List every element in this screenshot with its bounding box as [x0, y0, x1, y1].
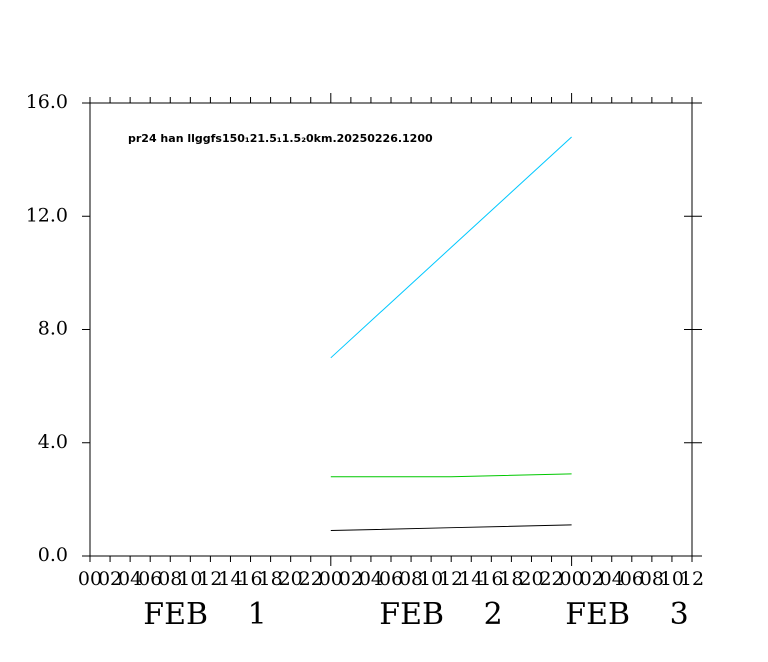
x-tick-label: 10 — [660, 568, 684, 590]
x-tick-label: 00 — [319, 568, 343, 590]
x-tick-label: 08 — [640, 568, 664, 590]
x-tick-label: 06 — [620, 568, 644, 590]
x-tick-label: 12 — [198, 568, 222, 590]
x-tick-label: 06 — [138, 568, 162, 590]
y-tick-label: 16.0 — [26, 91, 68, 113]
x-tick-label: 18 — [259, 568, 283, 590]
x-tick-label: 10 — [178, 568, 202, 590]
x-tick-label: 14 — [218, 568, 242, 590]
date-label: FEB 2 — [379, 597, 502, 632]
date-label: FEB 1 — [143, 597, 266, 632]
x-tick-label: 08 — [158, 568, 182, 590]
series-line — [330, 473, 572, 478]
x-tick-label: 06 — [379, 568, 403, 590]
y-tick-label: 8.0 — [38, 318, 68, 340]
x-tick-label: 04 — [118, 568, 142, 590]
date-label: FEB 3 — [565, 597, 688, 632]
x-tick-label: 04 — [359, 568, 383, 590]
x-tick-label: 14 — [459, 568, 483, 590]
plot-frame — [89, 102, 693, 557]
x-tick-label: 00 — [78, 568, 102, 590]
x-tick-label: 04 — [600, 568, 624, 590]
x-tick-label: 12 — [680, 568, 704, 590]
x-tick-label: 02 — [580, 568, 604, 590]
x-tick-label: 00 — [560, 568, 584, 590]
chart-title: pr24 han llggfs150₁21.5₁1.5₂0km.20250226… — [128, 132, 433, 145]
x-tick-label: 16 — [479, 568, 503, 590]
x-tick-label: 18 — [499, 568, 523, 590]
x-tick-label: 10 — [419, 568, 443, 590]
x-tick-label: 08 — [399, 568, 423, 590]
x-tick-label: 22 — [299, 568, 323, 590]
y-tick-label: 12.0 — [26, 204, 68, 226]
x-tick-label: 02 — [339, 568, 363, 590]
y-tick-label: 4.0 — [38, 431, 68, 453]
x-tick-label: 02 — [98, 568, 122, 590]
series-line — [330, 524, 572, 532]
x-tick-label: 20 — [279, 568, 303, 590]
x-tick-label: 20 — [519, 568, 543, 590]
series-line — [330, 136, 572, 359]
y-tick-label: 0.0 — [38, 544, 68, 566]
x-tick-label: 22 — [539, 568, 563, 590]
x-tick-label: 12 — [439, 568, 463, 590]
x-tick-label: 16 — [238, 568, 262, 590]
